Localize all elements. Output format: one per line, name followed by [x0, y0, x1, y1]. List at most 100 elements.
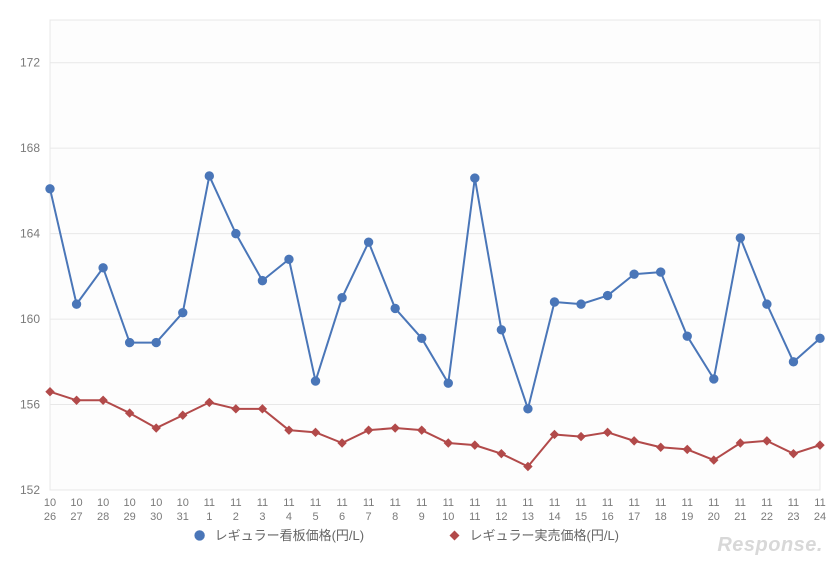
series-marker-posted [46, 185, 54, 193]
x-tick-label-month: 11 [469, 497, 480, 509]
series-marker-posted [710, 375, 718, 383]
x-tick-label-day: 23 [787, 511, 799, 523]
x-tick-label-month: 11 [336, 497, 347, 509]
series-marker-posted [683, 332, 691, 340]
x-tick-label-day: 1 [206, 511, 212, 523]
series-marker-posted [418, 334, 426, 342]
x-tick-label-day: 12 [495, 511, 507, 523]
series-marker-posted [311, 377, 319, 385]
x-tick-label-day: 24 [814, 511, 826, 523]
x-tick-label-day: 22 [761, 511, 773, 523]
x-tick-label-month: 11 [522, 497, 533, 509]
x-tick-label-month: 11 [602, 497, 613, 509]
y-tick-label: 160 [20, 312, 40, 326]
series-marker-posted [630, 270, 638, 278]
x-tick-label-month: 11 [655, 497, 666, 509]
series-marker-posted [577, 300, 585, 308]
series-marker-posted [125, 338, 133, 346]
x-tick-label-day: 21 [734, 511, 746, 523]
legend-marker-actual [450, 530, 460, 540]
x-tick-label-day: 15 [575, 511, 587, 523]
series-marker-posted [550, 298, 558, 306]
legend-label-actual: レギュラー実売価格(円/L) [470, 528, 620, 543]
x-tick-label-day: 27 [70, 511, 82, 523]
x-tick-label-day: 28 [97, 511, 109, 523]
x-tick-label-day: 13 [522, 511, 534, 523]
legend-label-posted: レギュラー看板価格(円/L) [215, 528, 365, 543]
x-tick-label-month: 10 [44, 497, 56, 509]
x-tick-label-month: 10 [177, 497, 189, 509]
x-tick-label-month: 11 [628, 497, 639, 509]
x-tick-label-month: 11 [443, 497, 454, 509]
series-marker-posted [179, 308, 187, 316]
x-tick-label-day: 2 [233, 511, 239, 523]
series-marker-posted [524, 405, 532, 413]
x-tick-label-day: 5 [312, 511, 318, 523]
series-marker-posted [152, 338, 160, 346]
x-tick-label-month: 11 [549, 497, 560, 509]
x-tick-label-day: 3 [259, 511, 265, 523]
series-marker-posted [258, 276, 266, 284]
x-tick-label-day: 8 [392, 511, 398, 523]
price-chart: 1521561601641681721026102710281029103010… [0, 0, 835, 565]
x-tick-label-month: 11 [310, 497, 321, 509]
x-tick-label-day: 18 [655, 511, 667, 523]
x-tick-label-month: 11 [257, 497, 268, 509]
x-tick-label-month: 11 [416, 497, 427, 509]
x-tick-label-day: 7 [366, 511, 372, 523]
x-tick-label-month: 11 [708, 497, 719, 509]
y-tick-label: 172 [20, 56, 40, 70]
series-marker-posted [205, 172, 213, 180]
series-marker-posted [736, 234, 744, 242]
x-tick-label-day: 16 [601, 511, 613, 523]
x-tick-label-day: 29 [124, 511, 136, 523]
series-marker-posted [603, 291, 611, 299]
x-tick-label-month: 10 [124, 497, 136, 509]
y-tick-label: 168 [20, 141, 40, 155]
x-tick-label-day: 4 [286, 511, 292, 523]
x-tick-label-month: 10 [150, 497, 162, 509]
x-tick-label-month: 10 [97, 497, 109, 509]
y-tick-label: 152 [20, 483, 40, 497]
x-tick-label-month: 11 [682, 497, 693, 509]
series-marker-posted [232, 229, 240, 237]
series-marker-posted [789, 358, 797, 366]
x-tick-label-month: 11 [735, 497, 746, 509]
series-marker-posted [763, 300, 771, 308]
x-tick-label-month: 11 [814, 497, 825, 509]
series-marker-posted [285, 255, 293, 263]
x-tick-label-day: 9 [419, 511, 425, 523]
x-tick-label-month: 11 [389, 497, 400, 509]
x-tick-label-month: 11 [363, 497, 374, 509]
x-tick-label-month: 11 [788, 497, 799, 509]
x-tick-label-day: 20 [708, 511, 720, 523]
x-tick-label-month: 11 [761, 497, 772, 509]
x-tick-label-day: 10 [442, 511, 454, 523]
x-tick-label-day: 19 [681, 511, 693, 523]
series-marker-posted [72, 300, 80, 308]
x-tick-label-month: 10 [70, 497, 82, 509]
series-marker-posted [338, 294, 346, 302]
y-tick-label: 164 [20, 227, 40, 241]
series-marker-posted [364, 238, 372, 246]
x-tick-label-day: 14 [548, 511, 560, 523]
series-marker-posted [444, 379, 452, 387]
x-tick-label-day: 17 [628, 511, 640, 523]
series-marker-posted [656, 268, 664, 276]
x-tick-label-day: 6 [339, 511, 345, 523]
x-tick-label-month: 11 [575, 497, 586, 509]
chart-svg: 1521561601641681721026102710281029103010… [0, 0, 835, 565]
series-marker-posted [391, 304, 399, 312]
series-marker-posted [99, 264, 107, 272]
x-tick-label-month: 11 [283, 497, 294, 509]
plot-area [50, 20, 820, 490]
x-tick-label-day: 30 [150, 511, 162, 523]
x-tick-label-day: 26 [44, 511, 56, 523]
legend-marker-posted [194, 530, 204, 540]
x-tick-label-day: 31 [177, 511, 189, 523]
x-tick-label-month: 11 [496, 497, 507, 509]
series-marker-posted [471, 174, 479, 182]
x-tick-label-month: 11 [230, 497, 241, 509]
y-tick-label: 156 [20, 398, 40, 412]
series-marker-posted [497, 326, 505, 334]
